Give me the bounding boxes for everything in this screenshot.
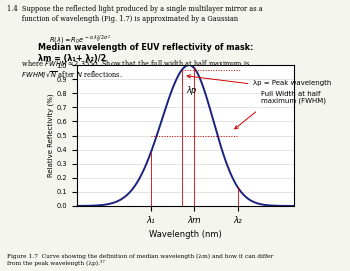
Text: Figure 1.7  Curve showing the definition of median wavelength (λm) and how it ca: Figure 1.7 Curve showing the definition … [7,253,273,266]
Y-axis label: Relative Reflectivity (%): Relative Reflectivity (%) [47,94,54,177]
Text: λp: λp [186,86,197,95]
Text: λp = Peak wavelength: λp = Peak wavelength [253,79,332,86]
Text: Full Width at half
maximum (FWHM): Full Width at half maximum (FWHM) [261,91,326,105]
Text: 1.4  Suppose the reflected light produced by a single multilayer mirror as a
   : 1.4 Suppose the reflected light produced… [7,5,263,81]
X-axis label: Wavelength (nm): Wavelength (nm) [149,230,222,239]
Text: Median wavelength of EUV reflectivity of mask:
λm = (λ₁+ λ₂)/2: Median wavelength of EUV reflectivity of… [38,43,253,63]
